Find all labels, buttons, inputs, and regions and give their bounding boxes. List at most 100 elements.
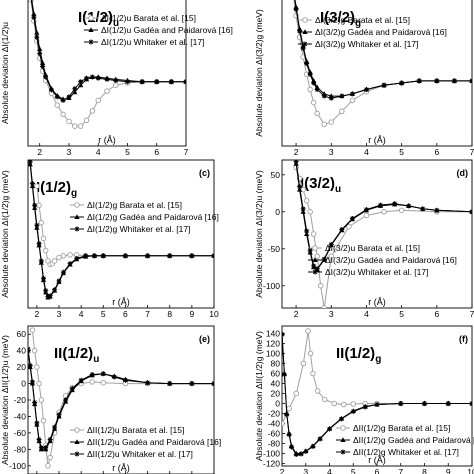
data-point-star — [349, 215, 355, 221]
data-point-star — [28, 160, 33, 165]
data-point-circle — [310, 99, 317, 106]
data-point-circle — [328, 253, 335, 259]
data-point-circle — [89, 379, 95, 385]
data-point-star — [83, 253, 89, 259]
panel-title: I(3/2)u — [300, 175, 341, 195]
data-point-triangle — [37, 46, 43, 51]
data-point-circle — [305, 328, 311, 334]
legend-marker-triangle — [74, 439, 80, 444]
data-point-star — [43, 445, 49, 451]
data-point-star — [293, 6, 299, 12]
y-axis-label: Absolute deviation ΔI(1/2)g (meV) — [0, 170, 10, 298]
data-point-circle — [310, 370, 316, 377]
x-axis-label: r (Å) — [368, 297, 386, 307]
data-point-star — [422, 401, 427, 406]
data-point-triangle — [34, 29, 40, 35]
data-point-star — [69, 385, 75, 391]
data-point-star — [124, 79, 130, 85]
data-point-star — [56, 278, 62, 284]
data-point-star — [100, 253, 106, 259]
legend-marker-star — [88, 39, 94, 45]
data-point-star — [469, 209, 472, 215]
data-point-star — [307, 71, 313, 77]
data-point-star — [48, 87, 54, 93]
legend-entry: ΔI(1/2)u Barata et al. [15] — [101, 13, 196, 23]
panel-c: 2 3 4 5 6 7 8 9 10 r (Å) Absolute deviation ΔI(1/2… — [0, 159, 219, 319]
data-point-circle — [339, 108, 345, 115]
data-point-star — [284, 412, 290, 417]
x-tick-label: 3 — [57, 309, 62, 319]
x-axis-label: r (Å) — [368, 135, 386, 145]
data-point-circle — [398, 207, 405, 214]
data-point-star — [167, 381, 173, 387]
data-point-star — [189, 381, 195, 387]
data-point-circle — [307, 350, 314, 357]
data-point-circle — [36, 202, 42, 209]
x-tick-label: 7 — [470, 147, 474, 157]
panel-f: 2345678910-120-100-80-60-40-200204060801… — [254, 325, 474, 474]
y-axis-label: Absolute deviation ΔII(1/2)g (meV) — [254, 331, 264, 461]
panel-label: (f) — [459, 334, 468, 344]
data-point-star — [451, 78, 457, 84]
data-point-circle — [349, 97, 356, 104]
y-tick-label: 20 — [17, 362, 27, 372]
x-tick-label: 2 — [294, 147, 299, 157]
data-point-circle — [346, 223, 352, 230]
legend-marker-triangle — [302, 29, 308, 34]
data-point-star — [54, 94, 60, 100]
data-point-star — [304, 228, 310, 234]
y-tick-label: -80 — [268, 439, 281, 449]
x-tick-label: 5 — [125, 147, 130, 157]
x-axis-label: r (Å) — [98, 135, 116, 145]
data-point-circle — [314, 110, 320, 117]
x-tick-label: 2 — [37, 147, 42, 157]
data-point-star — [34, 420, 40, 426]
data-point-star — [289, 444, 294, 450]
data-point-star — [36, 436, 42, 442]
data-point-circle — [42, 247, 49, 254]
y-tick-label: 60 — [17, 329, 27, 339]
data-point-star — [286, 432, 292, 437]
data-point-star — [74, 255, 80, 261]
y-tick-label: 120 — [266, 339, 280, 349]
x-tick-label: 4 — [364, 147, 369, 157]
data-point-star — [60, 269, 66, 275]
data-point-star — [297, 184, 303, 190]
data-point-circle — [40, 235, 47, 242]
data-point-star — [298, 451, 304, 457]
data-point-star — [399, 80, 405, 86]
x-tick-label: 10 — [209, 309, 219, 319]
data-point-star — [211, 253, 214, 259]
x-tick-label: 4 — [96, 147, 101, 157]
x-tick-label: 9 — [189, 309, 194, 319]
data-point-star — [321, 256, 327, 262]
y-tick-label: -100 — [263, 281, 280, 291]
data-point-star — [434, 78, 440, 84]
data-point-circle — [317, 283, 324, 289]
data-point-star — [60, 97, 66, 103]
panel-title-subscript: g — [71, 188, 77, 199]
y-axis-label: Absolute deviation ΔI(3/2)g (meV) — [254, 9, 264, 137]
legend-marker-triangle — [88, 27, 94, 32]
data-point-star — [40, 63, 46, 69]
x-tick-label: 2 — [294, 309, 299, 319]
panel-label: (e) — [199, 334, 210, 344]
data-point-star — [122, 377, 128, 383]
y-tick-label: 0 — [275, 399, 280, 409]
legend-entry: ΔI(3/2)u Whitaker et al. [17] — [325, 267, 428, 277]
y-tick-label: 80 — [271, 359, 281, 369]
data-point-star — [350, 409, 356, 414]
panel-title-subscript: u — [113, 18, 119, 29]
y-tick-label: 0 — [21, 379, 26, 389]
data-point-circle — [38, 397, 45, 403]
y-tick-label: -60 — [14, 428, 27, 438]
data-point-circle — [60, 253, 67, 259]
x-tick-label: 7 — [184, 147, 189, 157]
legend-e: ΔII(1/2)u Barata et al. [15] ΔII(1/2)u Ga… — [70, 425, 221, 459]
data-point-star — [282, 372, 287, 377]
data-point-circle — [67, 252, 73, 258]
data-point-circle — [56, 254, 62, 261]
panel-label: (d) — [457, 168, 469, 178]
data-point-star — [29, 181, 35, 187]
legend-marker-triangle — [74, 214, 80, 219]
